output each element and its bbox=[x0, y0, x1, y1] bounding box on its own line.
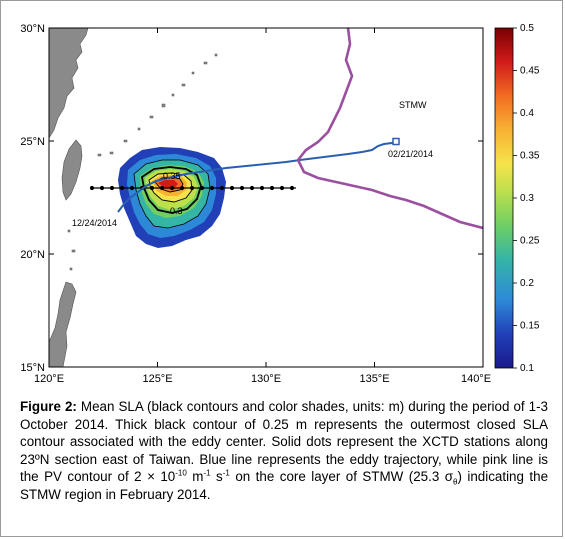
caption-text: Mean SLA (black contours and color shade… bbox=[20, 399, 549, 485]
caption-text: ) indicating the STMW region in February… bbox=[20, 469, 549, 502]
trajectory-end-marker bbox=[392, 137, 400, 146]
luzon-land bbox=[49, 281, 77, 367]
sla-map-figure: 120°E 125°E 130°E 135°E 140°E 30°N 25°N … bbox=[20, 23, 540, 385]
colorbar-tick-label: 0.25 bbox=[520, 236, 540, 247]
ryukyu-islands bbox=[67, 53, 218, 271]
caption-exponent: -10 bbox=[175, 468, 187, 478]
y-tick-label: 25°N bbox=[20, 136, 45, 148]
mainland-land bbox=[49, 28, 89, 139]
colorbar-tick-label: 0.4 bbox=[520, 108, 534, 119]
x-tick-label: 125°E bbox=[142, 373, 172, 385]
caption-text: on the core layer of STMW (25.3 σ bbox=[229, 469, 453, 485]
contour-label: 0.3 bbox=[170, 206, 183, 216]
stmw-label: STMW bbox=[399, 100, 427, 110]
map-plot-area bbox=[49, 28, 483, 367]
x-tick-label: 135°E bbox=[359, 373, 389, 385]
axis-ticks bbox=[48, 27, 484, 368]
colorbar-tick-label: 0.15 bbox=[520, 321, 540, 332]
trajectory-end-date: 02/21/2014 bbox=[388, 149, 433, 159]
contour-label: 0.35 bbox=[163, 171, 181, 181]
caption-subscript: θ bbox=[453, 478, 458, 488]
colorbar-tick-label: 0.45 bbox=[520, 66, 540, 77]
trajectory-start-date: 12/24/2014 bbox=[72, 218, 117, 228]
caption-text: s bbox=[210, 469, 223, 485]
colorbar-tick-label: 0.35 bbox=[520, 151, 540, 162]
colorbar-tick-label: 0.1 bbox=[520, 363, 534, 374]
colorbar-tick-label: 0.2 bbox=[520, 278, 534, 289]
y-tick-label: 15°N bbox=[20, 362, 45, 374]
xctd-stations bbox=[89, 185, 295, 191]
taiwan-land bbox=[61, 139, 83, 201]
x-tick-label: 130°E bbox=[251, 373, 281, 385]
colorbar-ticks bbox=[513, 27, 517, 369]
x-tick-label: 120°E bbox=[34, 373, 64, 385]
caption-label: Figure 2: bbox=[20, 399, 77, 414]
caption-exponent: -1 bbox=[222, 468, 230, 478]
figure-caption: Figure 2: Mean SLA (black contours and c… bbox=[20, 398, 548, 504]
caption-text: m bbox=[186, 469, 204, 485]
x-tick-label: 140°E bbox=[461, 373, 491, 385]
colorbar bbox=[494, 27, 514, 369]
y-tick-label: 20°N bbox=[20, 249, 45, 261]
y-tick-label: 30°N bbox=[20, 23, 45, 35]
pv-contour bbox=[296, 28, 483, 230]
colorbar-tick-label: 0.3 bbox=[520, 193, 534, 204]
colorbar-tick-label: 0.5 bbox=[520, 23, 534, 34]
caption-exponent: -1 bbox=[203, 468, 211, 478]
eddy-trajectory bbox=[117, 141, 397, 213]
